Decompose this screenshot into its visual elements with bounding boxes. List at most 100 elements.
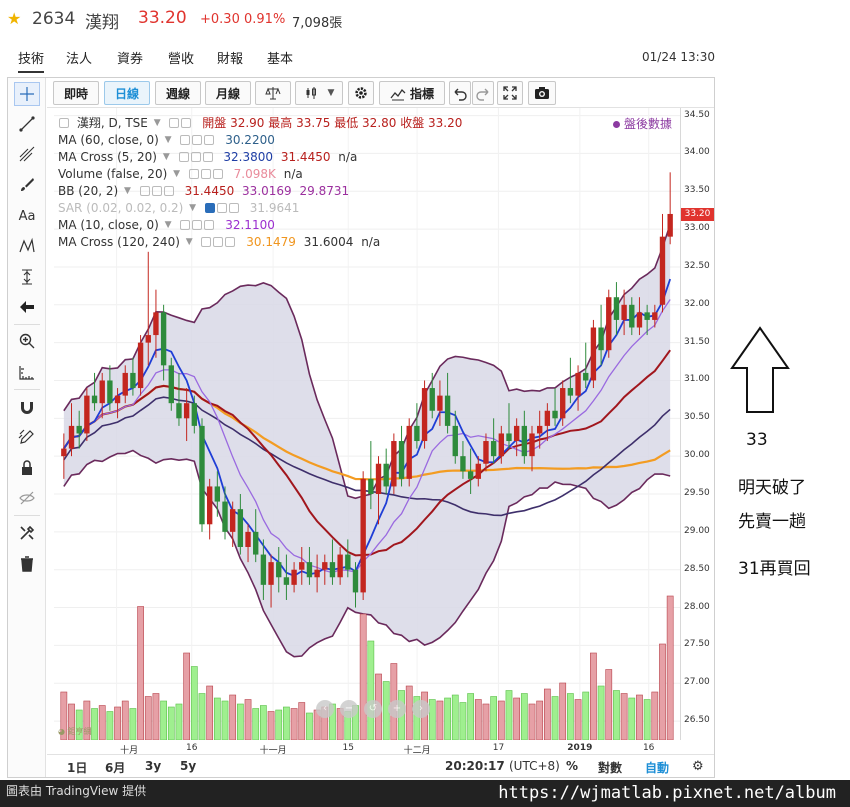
snapshot-camera-icon[interactable] xyxy=(528,81,556,105)
remove-icon[interactable] xyxy=(163,186,174,196)
chevron-down-icon[interactable]: ▼ xyxy=(164,135,172,145)
pitchfork-icon[interactable] xyxy=(14,142,40,166)
settings-gear-icon[interactable] xyxy=(348,81,374,105)
tab-financials[interactable]: 財報 xyxy=(217,52,244,67)
trendline-icon[interactable] xyxy=(14,112,40,136)
footer-bar: 圖表由 TradingView 提供 https://wjmatlab.pixn… xyxy=(0,780,850,807)
volume-bar xyxy=(497,700,505,740)
zoom-in-icon[interactable] xyxy=(14,329,40,353)
settings-icon[interactable] xyxy=(192,220,203,230)
price-tick-label: 30.00 xyxy=(684,450,710,461)
chevron-down-icon[interactable]: ▼ xyxy=(185,237,193,247)
timezone[interactable]: (UTC+8) xyxy=(509,759,560,773)
candle-body xyxy=(391,441,397,487)
price-tick-label: 32.50 xyxy=(684,260,710,271)
interval-daily-button[interactable]: 日線 xyxy=(104,81,150,105)
tab-margin[interactable]: 資券 xyxy=(117,52,144,67)
ruler-icon[interactable] xyxy=(14,360,40,384)
settings-icon[interactable] xyxy=(213,237,224,247)
tab-technical[interactable]: 技術 xyxy=(18,48,45,73)
pattern-icon[interactable] xyxy=(14,234,40,258)
album-url[interactable]: https://wjmatlab.pixnet.net/album xyxy=(498,783,836,803)
settings-icon[interactable] xyxy=(181,118,192,128)
favorite-star-icon[interactable]: ★ xyxy=(7,9,22,28)
eye-icon[interactable] xyxy=(180,220,191,230)
tools-icon[interactable] xyxy=(14,521,40,545)
eye-icon[interactable] xyxy=(178,152,189,162)
redo-icon[interactable] xyxy=(472,81,494,105)
candle-body xyxy=(467,471,474,479)
scroll-right-icon[interactable]: › xyxy=(412,700,430,718)
price-axis[interactable]: 34.50 34.00 33.50 33.00 32.50 32.00 31.50 31.00… xyxy=(680,108,714,740)
eye-icon[interactable] xyxy=(169,118,180,128)
tab-revenue[interactable]: 營收 xyxy=(168,52,195,67)
candle-body xyxy=(153,312,159,336)
eye-icon[interactable] xyxy=(180,135,191,145)
range-5y[interactable]: 5y xyxy=(180,759,197,773)
after-hours-toggle[interactable]: 盤後數據 xyxy=(612,115,672,132)
chevron-down-icon[interactable]: ▼ xyxy=(124,186,131,196)
zoom-out-icon[interactable]: − xyxy=(340,700,358,718)
interval-monthly-button[interactable]: 月線 xyxy=(205,81,251,105)
percent-toggle[interactable]: % xyxy=(566,759,579,773)
crosshair-icon[interactable] xyxy=(14,82,40,106)
chevron-down-icon[interactable]: ▼ xyxy=(153,118,161,128)
settings-icon[interactable] xyxy=(200,169,211,179)
measure-icon[interactable] xyxy=(14,265,40,289)
text-tool-icon[interactable]: Aa xyxy=(18,208,36,224)
candle-body xyxy=(398,441,405,479)
interval-weekly-button[interactable]: 週線 xyxy=(155,81,201,105)
log-toggle[interactable]: 對數 xyxy=(598,761,623,775)
chart-style-dropdown[interactable]: ▼ xyxy=(295,81,343,105)
settings-icon[interactable] xyxy=(151,186,162,196)
scroll-left-icon[interactable]: ‹ xyxy=(316,700,334,718)
remove-icon[interactable] xyxy=(204,220,215,230)
indicators-button[interactable]: 指標 xyxy=(379,81,445,105)
tab-institutional[interactable]: 法人 xyxy=(66,52,93,67)
time-axis[interactable]: 十月 16 十一月 15 十二月 17 2019 16 xyxy=(54,740,680,756)
eye-icon[interactable] xyxy=(201,237,212,247)
fullscreen-icon[interactable] xyxy=(497,81,523,105)
magnet-icon[interactable] xyxy=(14,395,40,419)
time-tick-label: 17 xyxy=(492,743,505,753)
chevron-down-icon[interactable]: ▼ xyxy=(164,220,172,230)
hide-icon[interactable] xyxy=(14,486,40,510)
range-6m[interactable]: 6月 xyxy=(105,761,126,775)
settings-icon[interactable] xyxy=(192,135,203,145)
zoom-in-chip-icon[interactable]: + xyxy=(388,700,406,718)
remove-icon[interactable] xyxy=(225,237,236,247)
range-3y[interactable]: 3y xyxy=(145,759,162,773)
lock-icon[interactable] xyxy=(14,456,40,480)
legend-row-sar: SAR (0.02, 0.02, 0.2) ▼ 31.9641 xyxy=(58,200,462,217)
price-plot[interactable]: 漢翔, D, TSE ▼ 開盤 32.90 最高 33.75 最低 32.80 … xyxy=(54,108,680,740)
chevron-down-icon[interactable]: ▼ xyxy=(189,203,197,213)
auto-scale-toggle[interactable]: 自動 xyxy=(645,761,670,775)
arrow-left-icon[interactable] xyxy=(14,295,40,319)
remove-icon[interactable] xyxy=(212,169,223,179)
volume-bar xyxy=(83,700,91,740)
undo-icon[interactable] xyxy=(449,81,471,105)
tab-basic[interactable]: 基本 xyxy=(267,52,294,67)
range-1d[interactable]: 1日 xyxy=(67,761,88,775)
eye-icon[interactable] xyxy=(188,169,199,179)
interval-intraday-button[interactable]: 即時 xyxy=(53,81,99,105)
settings-icon[interactable] xyxy=(216,203,227,213)
remove-icon[interactable] xyxy=(228,203,239,213)
candle-body xyxy=(130,372,136,389)
brush-icon[interactable] xyxy=(14,173,40,197)
remove-icon[interactable] xyxy=(202,152,213,162)
volume-bar xyxy=(413,696,421,740)
chevron-down-icon[interactable]: ▼ xyxy=(173,169,181,179)
scale-settings-gear-icon[interactable]: ⚙ xyxy=(692,759,704,774)
settings-icon[interactable] xyxy=(190,152,201,162)
time-tick-label: 2019 xyxy=(567,743,593,753)
hidden-eye-icon[interactable] xyxy=(204,203,215,213)
trash-icon[interactable] xyxy=(14,552,40,576)
chevron-down-icon[interactable]: ▼ xyxy=(162,152,170,162)
stay-drawing-icon[interactable] xyxy=(14,425,40,449)
reset-icon[interactable]: ↺ xyxy=(364,700,382,718)
collapse-toggle[interactable] xyxy=(59,118,69,128)
compare-icon[interactable] xyxy=(255,81,291,105)
remove-icon[interactable] xyxy=(204,135,215,145)
eye-icon[interactable] xyxy=(139,186,150,196)
